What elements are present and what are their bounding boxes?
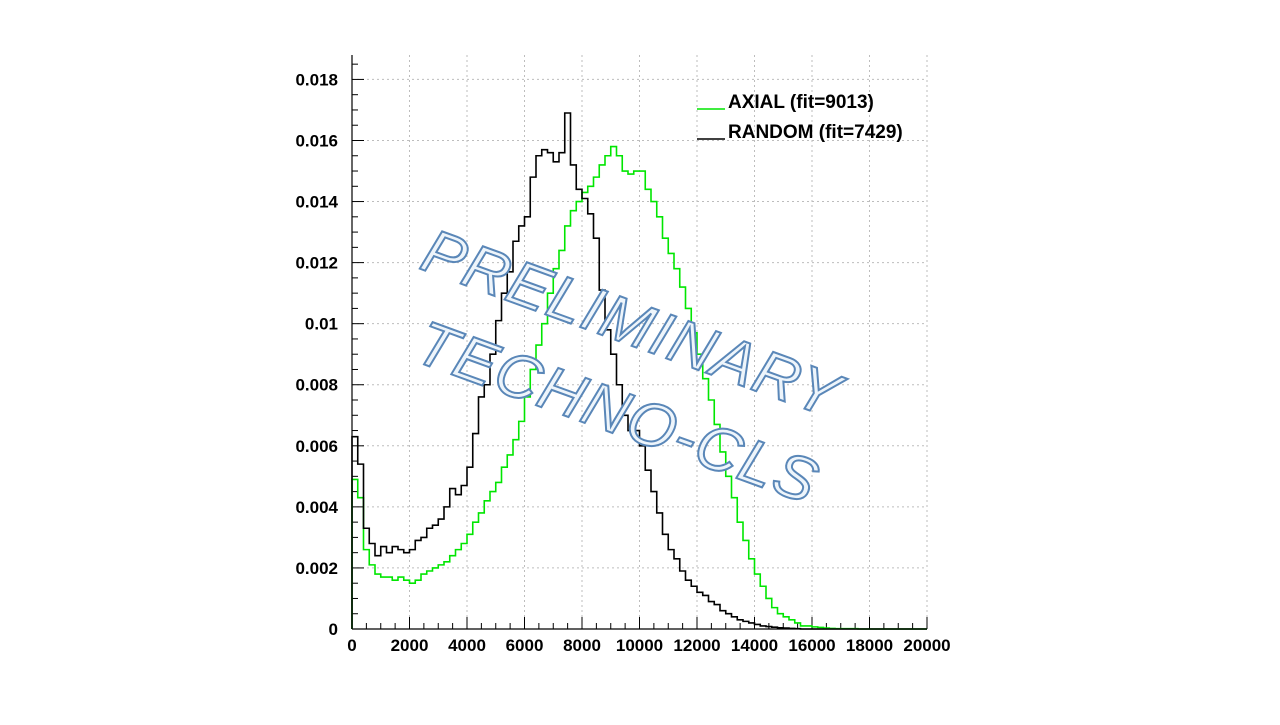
y-tick-label: 0.016	[295, 131, 338, 150]
y-tick-label: 0.002	[295, 559, 338, 578]
series-line-axial	[351, 145, 927, 630]
y-tick-label: 0.004	[295, 498, 338, 517]
series-line-random	[351, 112, 927, 630]
x-tick-label: 2000	[391, 636, 429, 655]
x-tick-label: 16000	[788, 636, 835, 655]
y-tick-label: 0.006	[295, 437, 338, 456]
watermark: PRELIMINARY TECHNO-CLS	[406, 215, 854, 519]
x-tick-label: 8000	[563, 636, 601, 655]
grid-lines	[352, 55, 928, 629]
x-tick-label: 20000	[903, 636, 950, 655]
x-tick-label: 4000	[448, 636, 486, 655]
y-tick-label: 0	[329, 620, 338, 639]
axes: 0 2000 4000 6000 8000 10000 12000 14000 16000 180…	[295, 55, 951, 655]
x-tick-label: 10000	[616, 636, 663, 655]
y-tick-label: 0.008	[295, 376, 338, 395]
legend: AXIAL (fit=9013) RANDOM (fit=7429)	[697, 92, 903, 143]
x-tick-label: 0	[347, 636, 356, 655]
legend-label-random: RANDOM (fit=7429)	[728, 122, 903, 143]
legend-label-axial: AXIAL (fit=9013)	[728, 92, 874, 113]
x-tick-label: 14000	[731, 636, 778, 655]
y-tick-label: 0.012	[295, 254, 338, 273]
x-tick-label: 12000	[673, 636, 720, 655]
y-tick-label: 0.018	[295, 70, 338, 89]
y-tick-label: 0.01	[305, 315, 338, 334]
series-lines	[351, 112, 927, 630]
x-tick-label: 6000	[506, 636, 544, 655]
x-tick-label: 18000	[846, 636, 893, 655]
y-tick-label: 0.014	[295, 193, 338, 212]
